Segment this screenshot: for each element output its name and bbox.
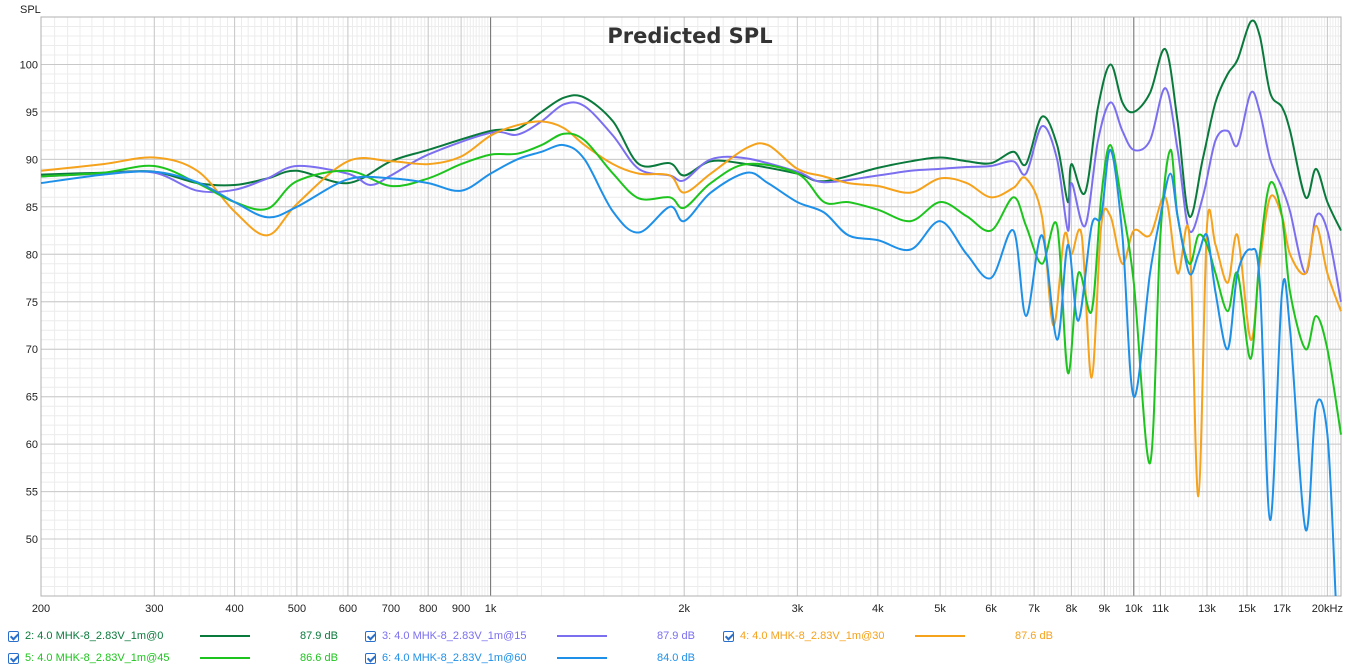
legend-series-name: 3: 4.0 MHK-8_2.83V_1m@15 (382, 630, 527, 642)
legend-checkbox[interactable] (723, 630, 734, 642)
y-tick-label: 75 (26, 297, 38, 309)
y-tick-label: 90 (26, 154, 38, 166)
x-tick-labels: 200 300 400 500 600 700 800 900 1k 2k 3k 4k 5k 6k 7k 8k… (32, 603, 1343, 615)
y-tick-labels: 50 55 60 65 70 75 80 85 90 95 100 (20, 60, 38, 547)
legend-series-name: 4: 4.0 MHK-8_2.83V_1m@30 (740, 630, 885, 642)
x-tick-label: 3k (792, 603, 804, 615)
legend-item[interactable]: 3: 4.0 MHK-8_2.83V_1m@15 87.9 dB (365, 626, 695, 646)
legend-swatch (915, 635, 965, 637)
x-tick-label: 600 (339, 603, 357, 615)
x-tick-label: 400 (225, 603, 243, 615)
y-tick-label: 70 (26, 344, 38, 356)
legend-swatch (200, 635, 250, 637)
x-tick-label: 2k (678, 603, 690, 615)
x-tick-label: 13k (1198, 603, 1216, 615)
y-axis-label: SPL (20, 4, 41, 16)
legend-level: 87.9 dB (300, 630, 338, 642)
x-tick-label: 700 (382, 603, 400, 615)
series-line-3 (40, 87, 1342, 302)
x-tick-label: 7k (1028, 603, 1040, 615)
y-tick-label: 50 (26, 534, 38, 546)
y-tick-label: 55 (26, 487, 38, 499)
legend-checkbox[interactable] (8, 652, 19, 664)
y-tick-label: 85 (26, 202, 38, 214)
x-tick-label: 20kHz (1312, 603, 1343, 615)
legend-item[interactable]: 6: 4.0 MHK-8_2.83V_1m@60 84.0 dB (365, 648, 695, 668)
legend-series-name: 5: 4.0 MHK-8_2.83V_1m@45 (25, 652, 170, 664)
legend-item[interactable]: 5: 4.0 MHK-8_2.83V_1m@45 86.6 dB (8, 648, 338, 668)
y-tick-label: 65 (26, 392, 38, 404)
legend-item[interactable]: 4: 4.0 MHK-8_2.83V_1m@30 87.6 dB (723, 626, 1053, 646)
series-line-2 (40, 19, 1342, 232)
x-tick-label: 6k (985, 603, 997, 615)
y-tick-label: 100 (20, 60, 38, 72)
chart-title: Predicted SPL (607, 24, 772, 48)
legend-checkbox[interactable] (8, 630, 19, 642)
legend-swatch (200, 657, 250, 659)
legend-series-name: 6: 4.0 MHK-8_2.83V_1m@60 (382, 652, 527, 664)
x-tick-label: 4k (872, 603, 884, 615)
series-line-4 (40, 120, 1342, 498)
y-tick-label: 80 (26, 249, 38, 261)
legend-series-name: 2: 4.0 MHK-8_2.83V_1m@0 (25, 630, 164, 642)
legend-item[interactable]: 2: 4.0 MHK-8_2.83V_1m@0 87.9 dB (8, 626, 338, 646)
legend-level: 84.0 dB (657, 652, 695, 664)
series-line-6 (40, 143, 1337, 597)
x-tick-label: 800 (419, 603, 437, 615)
legend-swatch (557, 657, 607, 659)
legend-level: 86.6 dB (300, 652, 338, 664)
x-tick-label: 300 (145, 603, 163, 615)
y-tick-label: 60 (26, 439, 38, 451)
legend-checkbox[interactable] (365, 630, 376, 642)
legend-checkbox[interactable] (365, 652, 376, 664)
x-tick-label: 200 (32, 603, 50, 615)
x-tick-label: 500 (288, 603, 306, 615)
legend: 2: 4.0 MHK-8_2.83V_1m@0 87.9 dB 3: 4.0 MHK… (0, 622, 1361, 669)
series-layer (40, 19, 1342, 597)
x-tick-label: 17k (1273, 603, 1291, 615)
legend-swatch (557, 635, 607, 637)
x-tick-label: 900 (452, 603, 470, 615)
x-tick-label: 15k (1238, 603, 1256, 615)
legend-level: 87.9 dB (657, 630, 695, 642)
x-tick-label: 8k (1066, 603, 1078, 615)
y-tick-label: 95 (26, 107, 38, 119)
legend-level: 87.6 dB (1015, 630, 1053, 642)
x-tick-label: 5k (934, 603, 946, 615)
plot-frame (40, 16, 1342, 597)
x-tick-label: 9k (1098, 603, 1110, 615)
x-tick-label: 10k (1125, 603, 1143, 615)
x-tick-label: 1k (485, 603, 497, 615)
x-tick-label: 11k (1152, 603, 1169, 615)
